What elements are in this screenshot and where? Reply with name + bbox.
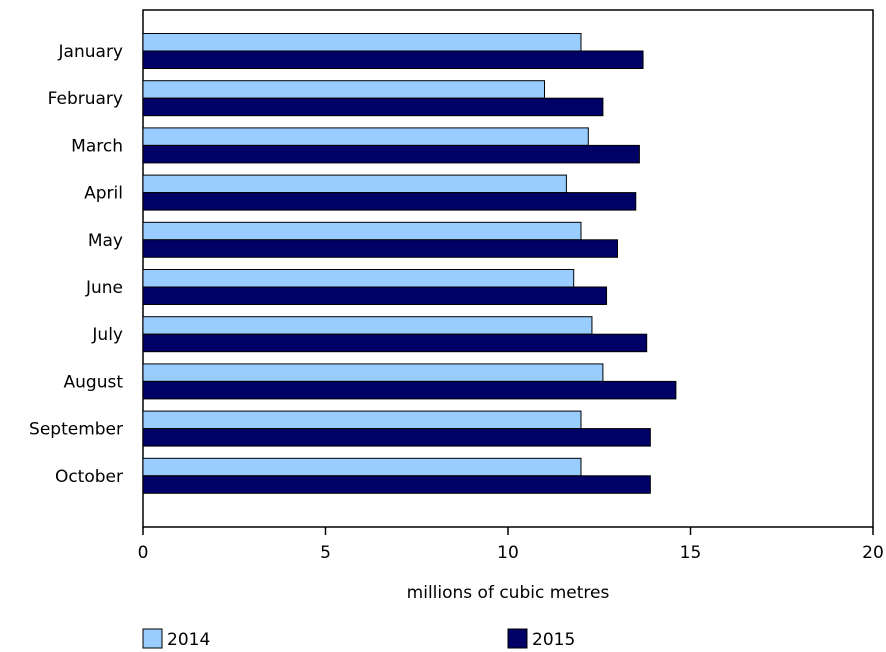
x-axis-title: millions of cubic metres xyxy=(407,583,610,603)
bar-2014-august xyxy=(142,363,604,382)
x-tick-label: 20 xyxy=(862,543,884,563)
bar-2014-april xyxy=(142,174,567,194)
x-tick-label: 10 xyxy=(497,543,519,563)
category-labels: January February March April May June July Augu… xyxy=(29,42,123,487)
bars-group xyxy=(142,33,677,494)
bar-2015-february xyxy=(142,97,604,117)
bar-2015-october xyxy=(142,475,651,494)
category-label: January xyxy=(58,42,123,62)
category-label: May xyxy=(88,231,123,251)
legend-swatch-2014 xyxy=(142,628,163,649)
bar-2015-july xyxy=(142,333,648,353)
bar-2014-june xyxy=(142,269,575,288)
legend-label-2014: 2014 xyxy=(167,630,210,650)
bar-2014-january xyxy=(142,33,582,52)
bar-2015-june xyxy=(142,286,608,305)
x-tick-label: 0 xyxy=(138,543,149,563)
category-label: April xyxy=(84,184,123,204)
category-label: March xyxy=(71,136,123,156)
bar-2015-april xyxy=(142,192,637,211)
bar-2014-february xyxy=(142,80,545,99)
category-label: July xyxy=(91,325,123,345)
bar-2014-october xyxy=(142,457,582,477)
category-label: August xyxy=(64,372,124,392)
bar-2015-march xyxy=(142,144,640,164)
x-tick-label: 15 xyxy=(680,543,702,563)
bar-2015-january xyxy=(142,50,644,69)
legend: 2014 2015 xyxy=(142,628,575,650)
bar-2014-march xyxy=(142,127,589,146)
bar-2014-may xyxy=(142,221,582,241)
bar-2015-may xyxy=(142,239,618,258)
legend-swatch-2015 xyxy=(507,628,528,649)
bar-2015-september xyxy=(142,428,651,447)
bar-2015-august xyxy=(142,380,677,400)
x-axis: 0 5 10 15 20 xyxy=(138,527,884,563)
legend-label-2015: 2015 xyxy=(532,630,575,650)
bar-2014-september xyxy=(142,410,582,430)
category-label: June xyxy=(85,278,123,298)
category-label: September xyxy=(29,420,123,440)
x-tick-label: 5 xyxy=(320,543,331,563)
bar-2014-july xyxy=(142,316,593,335)
category-label: February xyxy=(48,89,123,109)
category-label: October xyxy=(55,467,123,487)
